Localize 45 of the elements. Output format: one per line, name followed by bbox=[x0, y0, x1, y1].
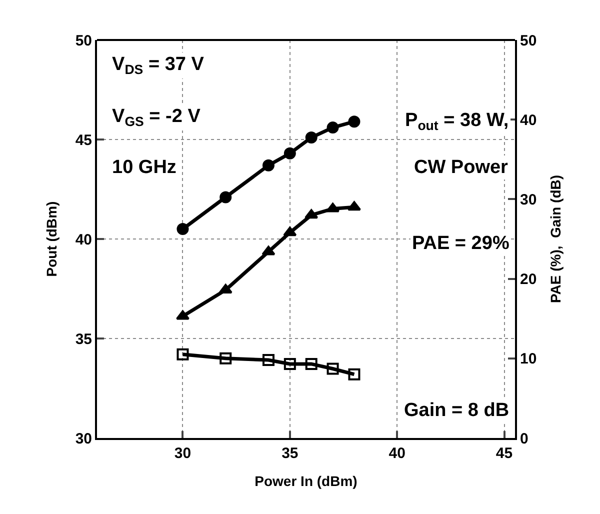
point bbox=[283, 226, 297, 236]
point bbox=[348, 368, 360, 380]
y2-tick-label: 0 bbox=[520, 430, 528, 448]
point bbox=[305, 358, 318, 370]
y2-tick-label: 20 bbox=[520, 271, 537, 288]
point bbox=[220, 191, 232, 204]
point bbox=[262, 159, 274, 172]
annotation: V$_{GS}$ = -2 V bbox=[112, 106, 201, 129]
point bbox=[304, 209, 318, 219]
point bbox=[262, 354, 274, 366]
x-axis-title: Power In (dBm) bbox=[254, 472, 358, 489]
y2-tick-label: 10 bbox=[520, 350, 537, 368]
y2-axis-title: PAE (%), Gain (dB) bbox=[547, 174, 564, 304]
point bbox=[326, 202, 340, 212]
point bbox=[326, 122, 339, 134]
annotation: CW Power bbox=[414, 157, 509, 178]
annotation: P$_{out}$ = 38 W, bbox=[405, 110, 509, 133]
point bbox=[284, 147, 296, 160]
annotation: V$_{DS}$ = 37 V bbox=[112, 54, 204, 77]
point bbox=[305, 132, 318, 144]
y-axis-title: Pout (dBm) bbox=[43, 201, 60, 277]
y2-tick-label: 30 bbox=[520, 191, 537, 208]
y2-tick-label: 40 bbox=[520, 112, 537, 129]
point bbox=[218, 284, 232, 294]
point bbox=[284, 358, 296, 370]
x-tick-label: 45 bbox=[496, 445, 513, 462]
x-tick-label: 35 bbox=[282, 445, 298, 462]
point bbox=[176, 223, 189, 236]
y-tick-label: 35 bbox=[75, 330, 92, 348]
point bbox=[347, 201, 361, 211]
point bbox=[326, 362, 339, 375]
y2-tick-label: 50 bbox=[520, 32, 537, 50]
annotation: PAE = 29% bbox=[412, 233, 510, 254]
point bbox=[220, 352, 232, 364]
x-tick-label: 30 bbox=[174, 445, 192, 462]
point bbox=[262, 246, 276, 256]
y-tick-label: 50 bbox=[75, 32, 92, 50]
point bbox=[176, 348, 189, 360]
point bbox=[348, 116, 360, 128]
y-tick-label: 45 bbox=[75, 132, 92, 149]
x-tick-label: 40 bbox=[388, 445, 406, 462]
y-tick-label: 40 bbox=[75, 231, 92, 248]
annotation: 10 GHz bbox=[112, 157, 176, 178]
annotation: Gain = 8 dB bbox=[404, 400, 510, 421]
y-tick-label: 30 bbox=[75, 430, 92, 448]
